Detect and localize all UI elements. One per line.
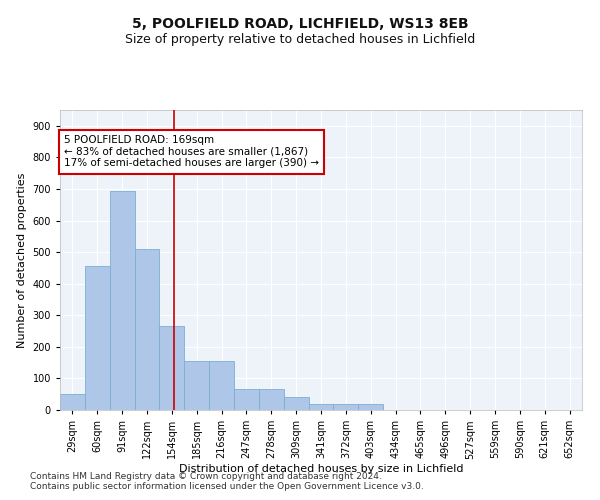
Bar xyxy=(60,394,85,410)
X-axis label: Distribution of detached houses by size in Lichfield: Distribution of detached houses by size … xyxy=(179,464,463,474)
Y-axis label: Number of detached properties: Number of detached properties xyxy=(17,172,27,348)
Text: Contains public sector information licensed under the Open Government Licence v3: Contains public sector information licen… xyxy=(30,482,424,491)
Text: 5, POOLFIELD ROAD, LICHFIELD, WS13 8EB: 5, POOLFIELD ROAD, LICHFIELD, WS13 8EB xyxy=(131,18,469,32)
Text: 5 POOLFIELD ROAD: 169sqm
← 83% of detached houses are smaller (1,867)
17% of sem: 5 POOLFIELD ROAD: 169sqm ← 83% of detach… xyxy=(64,136,319,168)
Bar xyxy=(234,390,259,410)
Bar xyxy=(160,326,184,410)
Bar xyxy=(85,266,110,410)
Bar xyxy=(334,404,358,410)
Bar xyxy=(284,398,308,410)
Text: Contains HM Land Registry data © Crown copyright and database right 2024.: Contains HM Land Registry data © Crown c… xyxy=(30,472,382,481)
Bar xyxy=(184,361,209,410)
Bar xyxy=(259,390,284,410)
Text: Size of property relative to detached houses in Lichfield: Size of property relative to detached ho… xyxy=(125,32,475,46)
Bar xyxy=(134,249,160,410)
Bar xyxy=(209,361,234,410)
Bar xyxy=(358,404,383,410)
Bar xyxy=(110,190,134,410)
Bar xyxy=(308,404,334,410)
